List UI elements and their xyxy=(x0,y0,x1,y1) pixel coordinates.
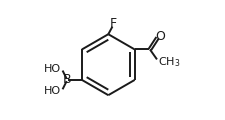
Text: B: B xyxy=(62,73,71,86)
Text: HO: HO xyxy=(43,64,61,74)
Text: HO: HO xyxy=(43,86,61,96)
Text: F: F xyxy=(109,17,116,30)
Text: CH$_3$: CH$_3$ xyxy=(158,55,180,69)
Text: O: O xyxy=(154,30,164,43)
